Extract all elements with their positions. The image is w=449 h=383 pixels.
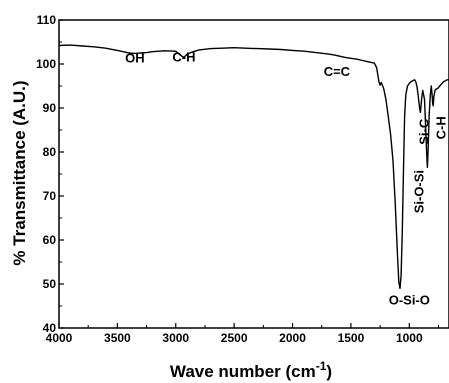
x-axis-title: Wave number (cm-1) (170, 359, 332, 381)
y-tick-label: 100 (36, 57, 56, 71)
x-tick-label: 3500 (104, 331, 131, 345)
spectrum-line (58, 44, 449, 290)
x-axis-title-superscript: -1 (316, 359, 327, 373)
x-tick-label: 4000 (46, 331, 73, 345)
y-tick-label: 50 (43, 277, 57, 291)
plot-frame (58, 19, 449, 329)
y-tick-label: 60 (43, 233, 57, 247)
peak-annotation: O-Si-O (389, 293, 430, 308)
x-tick-label: 1500 (338, 331, 365, 345)
x-tick-label: 2000 (279, 331, 306, 345)
x-tick-label: 1000 (396, 331, 423, 345)
y-tick-label: 70 (43, 189, 57, 203)
peak-annotation: C-H (172, 49, 195, 64)
x-tick-label: 3000 (162, 331, 189, 345)
y-tick-label: 110 (37, 13, 57, 27)
x-axis-title-main: Wave number (cm (170, 362, 316, 381)
x-axis-title-close: ) (326, 362, 332, 381)
plot-border (58, 19, 449, 329)
peak-annotation: C=C (324, 64, 351, 79)
y-axis-title: % Transmittance (A.U.) (10, 80, 29, 265)
y-tick-label: 80 (43, 145, 57, 159)
peak-annotation: Si-O-Si (411, 170, 426, 213)
series-layer (58, 44, 449, 290)
peak-annotation: Si-C (417, 118, 432, 145)
peak-annotation: OH (125, 51, 145, 66)
y-tick-label: 90 (43, 101, 57, 115)
axis-ticks: 4000 3500 3000 2500 2000 1500 1000 40 50 60 70 80 90… (36, 13, 439, 345)
x-tick-label: 2500 (221, 331, 248, 345)
peak-annotation: C-H (433, 116, 448, 139)
y-tick-label: 40 (43, 321, 57, 335)
